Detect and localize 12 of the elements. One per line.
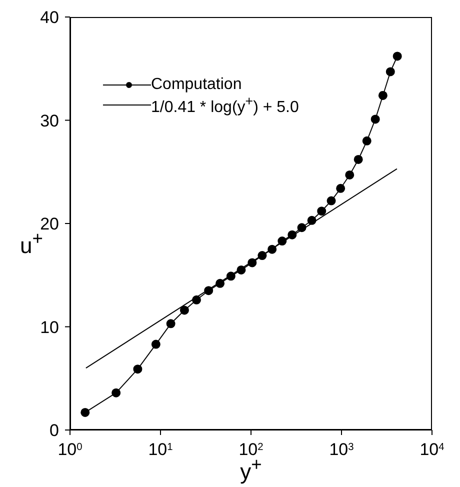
y-tick-label: 0 — [50, 421, 59, 440]
x-tick-label: 10$^{3}$ — [329, 440, 354, 459]
legend-label: 1/0.41 * log(y$^{+}$) + 5.0 — [151, 93, 299, 116]
y-tick-label: 10 — [40, 318, 59, 337]
y-tick-label: 40 — [40, 8, 59, 27]
x-tick-label: 10$^{1}$ — [148, 440, 174, 459]
y-axis-title: u$^{+}$ — [20, 228, 43, 258]
x-tick-label: 10$^{4}$ — [420, 440, 445, 459]
y-tick-label: 30 — [40, 111, 59, 130]
legend-label: Computation — [151, 76, 242, 93]
y-tick-label: 20 — [40, 214, 59, 234]
x-tick-label: 10$^{0}$ — [58, 440, 83, 459]
